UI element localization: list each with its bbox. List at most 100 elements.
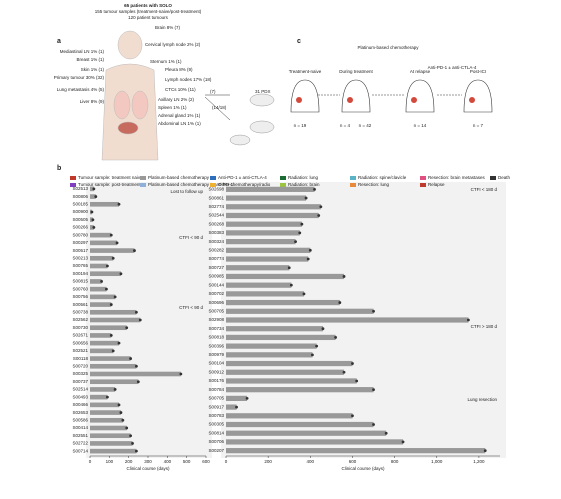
patient-id: S00917 bbox=[208, 404, 224, 409]
death bbox=[300, 222, 304, 226]
death bbox=[131, 442, 134, 445]
count: n = 14 bbox=[414, 123, 427, 128]
x-tick-label: 1,200 bbox=[473, 459, 485, 464]
patient-id: S00737 bbox=[72, 379, 88, 384]
death bbox=[321, 327, 325, 331]
death bbox=[133, 249, 136, 252]
death bbox=[338, 301, 342, 304]
pdx: 31 PDX bbox=[255, 89, 271, 94]
course-bar bbox=[226, 221, 302, 227]
course-bar bbox=[226, 421, 374, 428]
death bbox=[384, 431, 388, 435]
death bbox=[119, 411, 123, 414]
body bbox=[101, 30, 159, 161]
course-bar bbox=[90, 356, 131, 361]
death bbox=[334, 336, 337, 339]
course-bar bbox=[226, 256, 309, 262]
legend-label: Radiation: brain bbox=[288, 182, 320, 187]
annotation: CTFI < 90 d bbox=[179, 305, 203, 310]
course-bar bbox=[90, 240, 118, 246]
legend-swatch bbox=[420, 176, 426, 180]
x-tick-label: 100 bbox=[106, 459, 114, 464]
death bbox=[308, 248, 312, 252]
course-bar bbox=[90, 425, 127, 431]
count: n = 7 bbox=[473, 123, 484, 128]
death bbox=[289, 283, 293, 287]
death bbox=[342, 275, 346, 278]
site-label: Lung metastasis 4% (5) bbox=[57, 87, 105, 92]
x-tick-label: 600 bbox=[349, 459, 357, 464]
course-bar bbox=[226, 448, 486, 454]
course-bar bbox=[226, 230, 300, 236]
legend-label: Resection: lung bbox=[358, 182, 390, 187]
course-bar bbox=[226, 317, 469, 323]
legend-swatch bbox=[210, 176, 216, 180]
patient-id: S00738 bbox=[72, 309, 88, 314]
course-bar bbox=[90, 201, 119, 207]
course-bar bbox=[226, 326, 323, 332]
death bbox=[105, 287, 108, 291]
course-bar bbox=[90, 387, 116, 392]
death bbox=[100, 280, 103, 283]
course-bar bbox=[226, 186, 315, 192]
course-bar bbox=[226, 387, 374, 393]
subtitle: 120 patient tumours bbox=[128, 15, 169, 20]
patient-id: S00727 bbox=[208, 265, 224, 270]
death bbox=[372, 388, 375, 392]
death bbox=[121, 418, 125, 422]
death bbox=[135, 364, 138, 368]
death bbox=[302, 292, 306, 296]
therapy: Anti-PD-1 ± anti-CTLA-4 bbox=[428, 65, 477, 70]
x-axis-label: Clinical course (days) bbox=[341, 466, 385, 471]
legend-swatch bbox=[420, 183, 426, 187]
death bbox=[113, 388, 117, 391]
course-bar bbox=[90, 325, 127, 331]
patient-id: S00765 bbox=[72, 263, 88, 268]
patient-id: S00706 bbox=[208, 439, 224, 444]
count: n = 19 bbox=[294, 123, 307, 128]
patient-id: S00185 bbox=[72, 201, 88, 206]
legend-label: Death bbox=[498, 175, 511, 180]
death bbox=[287, 266, 291, 270]
patient-id: S02774 bbox=[208, 204, 224, 209]
patient-id: S00176 bbox=[208, 378, 224, 383]
death bbox=[117, 403, 121, 407]
patient-id: S00517 bbox=[72, 248, 88, 253]
death bbox=[136, 380, 140, 384]
course-bar bbox=[90, 441, 133, 446]
death bbox=[111, 349, 115, 353]
patient-id: S00861 bbox=[208, 195, 224, 200]
mouse-section bbox=[341, 79, 371, 113]
course-bar bbox=[90, 402, 119, 408]
patient-id: S00705 bbox=[208, 308, 224, 313]
mice bbox=[204, 93, 275, 146]
course-bar bbox=[90, 410, 121, 415]
legend-swatch bbox=[350, 183, 356, 187]
legend-swatch bbox=[140, 183, 146, 187]
pdx-n: (14/18) bbox=[212, 105, 227, 110]
death bbox=[125, 326, 129, 330]
legend-swatch bbox=[490, 176, 496, 180]
panel-label: c bbox=[297, 38, 301, 45]
legend-swatch bbox=[350, 176, 356, 180]
x-tick-label: 300 bbox=[144, 459, 152, 464]
death bbox=[115, 241, 119, 245]
annotation: CTFI < 180 d bbox=[471, 187, 498, 192]
death bbox=[294, 240, 297, 244]
course-bar bbox=[90, 194, 96, 199]
stage-label: During treatment bbox=[339, 69, 373, 74]
death bbox=[317, 214, 321, 217]
course-bar bbox=[90, 286, 107, 292]
patient-id: S00305 bbox=[208, 422, 224, 427]
course-bar bbox=[226, 343, 317, 349]
mouse-section bbox=[463, 79, 493, 113]
death bbox=[91, 218, 95, 222]
patient-id: S00383 bbox=[208, 230, 224, 235]
death bbox=[92, 187, 96, 191]
tumour bbox=[296, 97, 302, 103]
annotation: CTFI < 90 d bbox=[179, 235, 203, 240]
death bbox=[94, 195, 98, 198]
legend-label: Resection: brain metastases bbox=[428, 175, 486, 180]
course-bar bbox=[90, 279, 102, 284]
